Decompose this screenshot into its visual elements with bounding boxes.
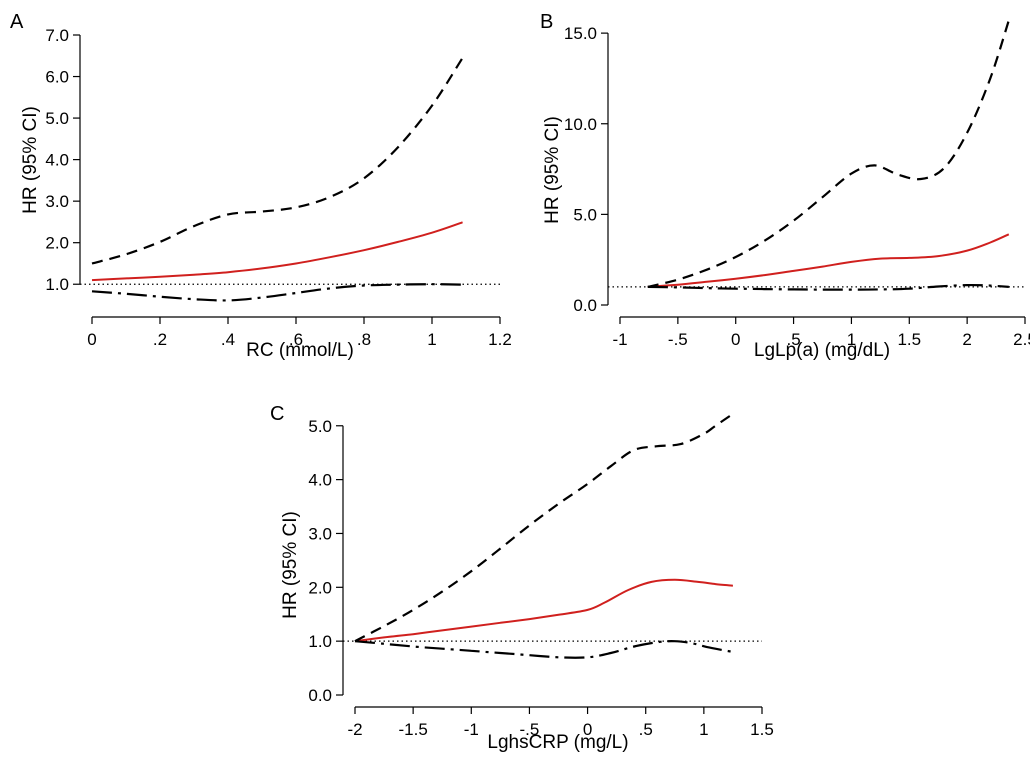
panel-c: C 0.0 1.0 2.0 3.0 4.0 5.0 -2 -1.5 -1 -.5 0 .5 1 1.5 Lgh… — [270, 403, 774, 753]
x-tick-label: 1 — [847, 330, 856, 349]
y-tick-label: 10.0 — [564, 115, 597, 134]
x-axis-title: RC (mmol/L) — [246, 340, 354, 361]
x-tick-label: .2 — [153, 330, 167, 349]
x-tick-label: 2.5 — [1013, 330, 1030, 349]
panel-letter: C — [270, 403, 284, 425]
x-tick-label: .4 — [221, 330, 235, 349]
series-upper-line — [91, 57, 464, 265]
y-tick-label: 3.0 — [45, 192, 69, 211]
y-tick-label: 4.0 — [308, 471, 332, 490]
x-tick-label: 1.2 — [488, 330, 512, 349]
y-tick-label: 5.0 — [573, 205, 597, 224]
panel-letter: A — [10, 11, 24, 33]
panel-letter: B — [540, 11, 553, 33]
y-tick-label: 7.0 — [45, 26, 69, 45]
y-tick-label: 1.0 — [45, 275, 69, 294]
y-tick-label: 2.0 — [308, 578, 332, 597]
panel-b: B 0.0 5.0 10.0 15.0 -1 -.5 0 .5 1 1.5 2 2.5 LgLp(a) (… — [540, 11, 1030, 361]
series-hr-line — [91, 221, 463, 282]
x-tick-label: -1 — [464, 720, 479, 739]
y-tick-label: 0.0 — [308, 686, 332, 705]
x-tick-label: 1.5 — [897, 330, 921, 349]
x-tick-label: 0 — [583, 720, 592, 739]
series-hr-line — [647, 233, 1010, 288]
y-axis-title: HR (95% CI) — [280, 511, 301, 619]
y-tick-label: 15.0 — [564, 24, 597, 43]
y-tick-label: 6.0 — [45, 68, 69, 87]
y-tick-label: 1.0 — [308, 632, 332, 651]
panel-a: A 1.0 2.0 3.0 4.0 5.0 6.0 7.0 0 .2 .4 .6 .8 1 1.2 RC (m… — [10, 11, 512, 361]
x-tick-label: 1 — [699, 720, 708, 739]
y-tick-label: 2.0 — [45, 234, 69, 253]
y-tick-label: 3.0 — [308, 524, 332, 543]
x-tick-label: 1 — [427, 330, 436, 349]
series-hr-line — [354, 578, 734, 643]
x-tick-label: .8 — [357, 330, 371, 349]
series-lower-line — [91, 283, 463, 302]
x-tick-label: -1.5 — [398, 720, 427, 739]
series-lower-line — [354, 640, 734, 659]
x-tick-label: .5 — [639, 720, 653, 739]
y-tick-label: 0.0 — [573, 296, 597, 315]
x-axis-title: LgLp(a) (mg/dL) — [754, 340, 890, 361]
x-tick-label: -.5 — [520, 720, 540, 739]
x-tick-label: -1 — [612, 330, 627, 349]
series-upper-line — [354, 412, 734, 643]
x-tick-label: .6 — [289, 330, 303, 349]
y-tick-label: 4.0 — [45, 151, 69, 170]
x-axis-title: LghsCRP (mg/L) — [487, 732, 628, 753]
x-tick-label: 1.5 — [750, 720, 774, 739]
x-tick-label: -2 — [347, 720, 362, 739]
x-tick-label: 0 — [87, 330, 96, 349]
x-tick-label: 0 — [731, 330, 740, 349]
series-upper-line — [647, 20, 1010, 288]
x-tick-label: .5 — [786, 330, 800, 349]
x-tick-label: 2 — [962, 330, 971, 349]
y-tick-label: 5.0 — [308, 417, 332, 436]
series-lower-line — [647, 283, 1009, 291]
x-tick-label: -.5 — [668, 330, 688, 349]
y-axis-title: HR (95% CI) — [20, 106, 41, 214]
y-tick-label: 5.0 — [45, 109, 69, 128]
y-axis-title: HR (95% CI) — [542, 116, 563, 224]
